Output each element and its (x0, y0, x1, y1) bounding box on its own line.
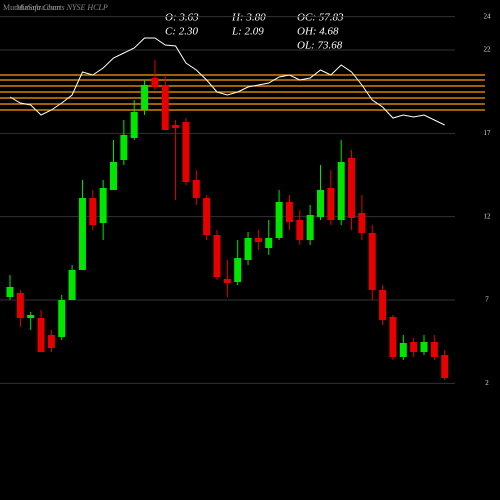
candle-body (358, 213, 366, 233)
candle-body (285, 202, 293, 222)
candle-body (78, 198, 86, 270)
candle-body (182, 122, 190, 182)
candle-body (99, 188, 107, 223)
candle-body (441, 355, 449, 378)
y-tick-label: 17 (484, 129, 492, 137)
candle-body (348, 158, 356, 218)
stat: L: 2.09 (231, 26, 264, 38)
candle-body (327, 188, 335, 220)
candle-body (161, 85, 169, 130)
y-tick-label: 7 (485, 296, 489, 304)
candle-body (27, 315, 35, 318)
y-tick-label: 24 (484, 12, 492, 20)
candle-body (389, 317, 397, 357)
candle-body (234, 258, 242, 282)
stat: OL: 73.68 (297, 40, 343, 52)
candle-body (192, 180, 200, 198)
candle-body (410, 342, 418, 352)
candle-body (223, 279, 231, 283)
stat: O: 3.63 (165, 12, 199, 24)
y-tick-label: 22 (484, 46, 492, 54)
candle-body (337, 162, 345, 220)
candle-body (141, 85, 149, 110)
candle-body (275, 202, 283, 238)
candle-body (430, 342, 438, 357)
candle-body (306, 215, 314, 240)
watermark: MunafaSutra.com (3, 3, 61, 12)
candle-body (368, 233, 376, 290)
candle-body (379, 290, 387, 320)
y-tick-label: 12 (484, 212, 492, 220)
candle-body (254, 238, 262, 242)
candle-body (16, 293, 24, 318)
candle-body (47, 335, 55, 348)
candle-body (317, 190, 324, 217)
overlay-line (9, 37, 445, 126)
stat: C: 2.30 (165, 26, 199, 38)
chart-title: Munafa Charts NYSE HCLP (15, 3, 108, 12)
candle-body (68, 270, 76, 300)
candle-body (244, 238, 252, 260)
y-tick-label: 2 (485, 379, 489, 387)
candle-body (130, 112, 138, 138)
stat: H: 3.80 (231, 12, 266, 24)
candle-body (89, 198, 97, 225)
stat: OC: 57.83 (297, 12, 344, 24)
stat: OH: 4.68 (297, 26, 339, 38)
candle-body (58, 300, 66, 337)
candle-body (399, 343, 407, 357)
candle-body (296, 220, 304, 240)
candle-body (120, 135, 128, 160)
candle-body (37, 318, 45, 352)
candle-body (265, 238, 273, 248)
candle-body (172, 125, 180, 128)
candle-body (110, 162, 117, 190)
candle-body (420, 342, 428, 352)
candle-body (151, 78, 159, 87)
candle-body (213, 235, 221, 277)
candle-body (6, 287, 14, 297)
candle-body (203, 198, 211, 235)
